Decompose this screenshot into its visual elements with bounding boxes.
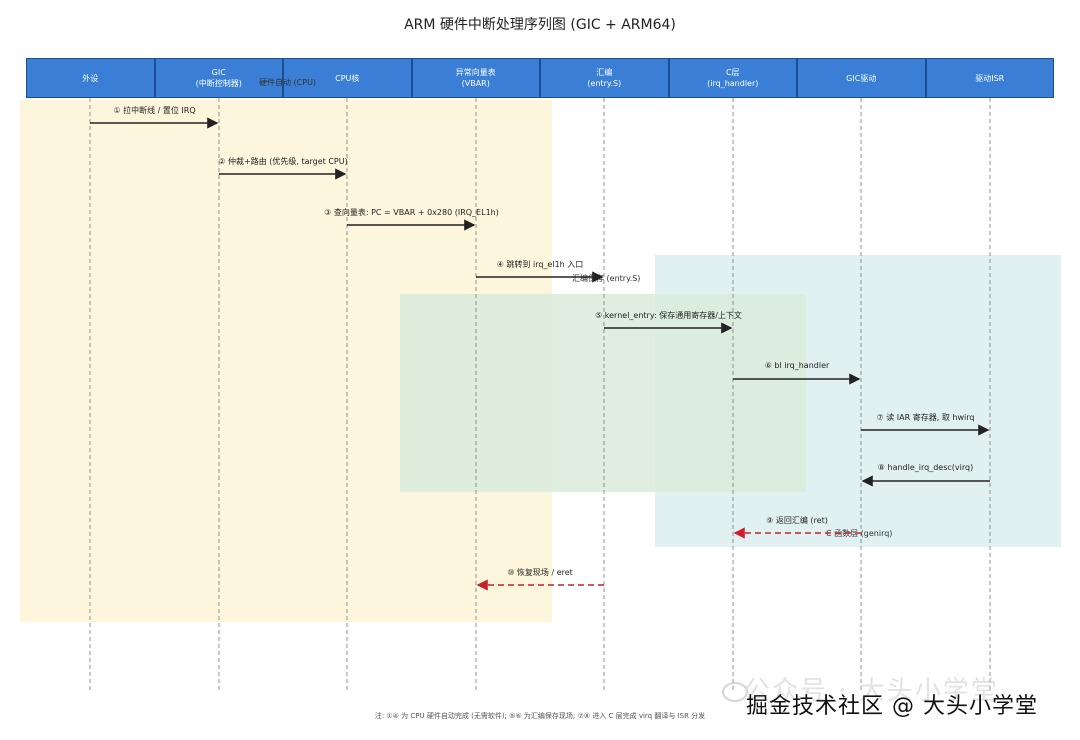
participant-label: GIC驱动	[846, 73, 877, 83]
participant-vector-table: 异常向量表 (VBAR)	[411, 58, 540, 98]
participant-peripheral: 外设	[26, 58, 155, 98]
diagram-title: ARM 硬件中断处理序列图 (GIC + ARM64)	[404, 17, 676, 33]
message-label: ⑥ bl irq_handler	[764, 361, 830, 370]
region-asm	[400, 294, 806, 492]
footnote: 注: ①④ 为 CPU 硬件自动完成 (无需软件); ⑤⑥ 为汇编保存现场; ⑦…	[374, 712, 706, 720]
participant-driver-isr: 驱动ISR	[925, 58, 1054, 98]
watermark-line1: 公众号 · 大头小学堂	[744, 676, 999, 706]
participant-sublabel: (中断控制器)	[195, 79, 242, 88]
message-label: ④ 跳转到 irq_el1h 入口	[496, 260, 584, 269]
message-label: ③ 查向量表: PC = VBAR + 0x280 (IRQ_EL1h)	[324, 208, 499, 217]
message-label: ⑦ 读 IAR 寄存器, 取 hwirq	[876, 413, 975, 422]
participant-label: CPU核	[335, 73, 360, 83]
participant-gic: GIC (中断控制器)	[154, 58, 283, 98]
participant-label: GIC	[211, 68, 226, 77]
message-label: ② 仲裁+路由 (优先级, target CPU)	[218, 157, 348, 166]
participant-sublabel: (irq_handler)	[707, 79, 759, 88]
message-label: ⑤ kernel_entry: 保存通用寄存器/上下文	[595, 311, 742, 320]
message-label: ① 拉中断线 / 置位 IRQ	[113, 106, 196, 115]
watermark: 公众号 · 大头小学堂 掘金技术社区 @ 大头小学堂	[722, 672, 1062, 728]
participant-c-layer: C层 (irq_handler)	[668, 58, 797, 98]
message-label: ⑩ 恢复现场 / eret	[507, 568, 573, 577]
participant-cpu-core: CPU核	[283, 58, 412, 98]
participant-label: 外设	[82, 73, 99, 83]
message-label: ⑨ 返回汇编 (ret)	[766, 516, 828, 525]
watermark-line2: 掘金技术社区 @ 大头小学堂	[746, 694, 1038, 719]
participant-header-row: 外设 GIC (中断控制器) CPU核 异常向量表 (VBAR) 汇编 (ent…	[26, 58, 1054, 98]
region-label-assembly: 汇编保存 (entry.S)	[572, 274, 641, 283]
participant-label: 异常向量表	[455, 68, 496, 77]
wechat-icon	[722, 682, 748, 702]
participant-label: C层	[725, 68, 740, 77]
participant-assembly: 汇编 (entry.S)	[540, 58, 669, 98]
region-label-hardware: 硬件自动 (CPU)	[259, 78, 317, 87]
participant-sublabel: (entry.S)	[587, 79, 622, 88]
participant-label: 汇编	[596, 68, 613, 77]
participant-label: 驱动ISR	[975, 73, 1005, 83]
message-label: ⑧ handle_irq_desc(virq)	[877, 463, 974, 472]
participant-gic-driver: GIC驱动	[797, 58, 926, 98]
participant-sublabel: (VBAR)	[461, 79, 490, 88]
